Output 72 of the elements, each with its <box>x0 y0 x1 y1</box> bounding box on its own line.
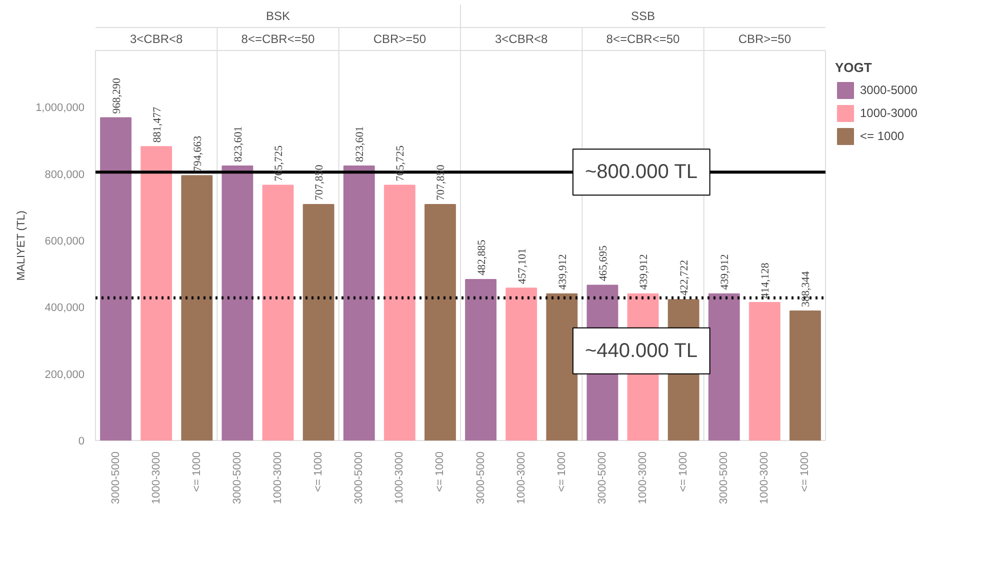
x-tick-label: <= 1000 <box>556 452 568 492</box>
legend-label: <= 1000 <box>860 129 904 143</box>
x-tick-label: 3000-5000 <box>718 451 730 504</box>
x-tick-label: <= 1000 <box>312 452 325 492</box>
ref-line-label: ~800.000 TL <box>584 161 698 184</box>
y-tick-label: 1,000,000 <box>36 102 84 114</box>
data-label: 439,912 <box>638 254 650 290</box>
x-tick-label: 3000-5000 <box>231 451 244 504</box>
data-label: 707,850 <box>435 164 448 201</box>
bar <box>181 175 213 440</box>
y-tick-label: 400,000 <box>44 302 85 314</box>
bar <box>222 165 254 440</box>
text: BSK <box>266 9 290 23</box>
data-label: 707,850 <box>314 164 326 201</box>
bar <box>790 310 821 440</box>
data-label: 765,725 <box>273 145 285 182</box>
legend-label: 1000-3000 <box>860 106 918 120</box>
ref-line-label: ~440.000 TL <box>584 340 698 362</box>
data-label: 422,722 <box>678 260 691 296</box>
bar <box>343 165 375 440</box>
text: 8<=CBR<=50 <box>606 32 680 46</box>
data-label: 823,601 <box>354 126 366 162</box>
data-label: 457,101 <box>516 248 528 284</box>
x-tick-label: 3000-5000 <box>596 451 608 504</box>
bar <box>708 293 740 440</box>
text: CBR>=50 <box>738 32 792 46</box>
x-tick-label: 3000-5000 <box>474 451 487 504</box>
x-tick-label: 1000-3000 <box>150 451 162 504</box>
x-tick-label: 1000-3000 <box>515 451 528 504</box>
bar <box>100 117 132 440</box>
x-tick-label: 1000-3000 <box>394 451 406 504</box>
x-tick-label: <= 1000 <box>799 452 812 492</box>
y-axis-title: MALIYET (TL) <box>16 210 28 281</box>
bar <box>465 279 496 440</box>
text: SSB <box>630 9 656 23</box>
data-label: 823,601 <box>232 126 244 162</box>
bar <box>506 288 538 440</box>
bar <box>748 302 780 440</box>
bar <box>424 204 456 440</box>
text: 3<CBR<8 <box>130 32 184 46</box>
bar <box>262 184 294 440</box>
legend-label: 3000-5000 <box>860 83 918 97</box>
x-tick-label: 1000-3000 <box>758 451 771 504</box>
text: 8<=CBR<=50 <box>241 32 316 46</box>
y-tick-label: 0 <box>78 436 85 448</box>
data-label: 388,344 <box>800 270 812 308</box>
data-label: 439,912 <box>719 254 732 290</box>
x-tick-label: 3000-5000 <box>353 451 366 504</box>
x-tick-label: <= 1000 <box>190 452 203 492</box>
data-label: 482,885 <box>476 239 488 276</box>
bar <box>140 146 172 440</box>
text: CBR>=50 <box>373 32 426 46</box>
data-label: 765,725 <box>394 145 407 182</box>
data-label: 968,290 <box>110 77 123 114</box>
data-label: 881,477 <box>151 106 164 143</box>
y-tick-label: 800,000 <box>44 168 85 181</box>
y-tick-label: 600,000 <box>44 236 85 248</box>
x-tick-label: <= 1000 <box>678 452 690 492</box>
data-label: 414,128 <box>760 262 772 298</box>
data-label: 794,663 <box>192 135 204 172</box>
y-tick-label: 200,000 <box>44 368 85 381</box>
x-tick-label: 3000-5000 <box>110 451 122 504</box>
data-label: 465,695 <box>597 245 610 282</box>
legend-title: YOGT <box>835 60 873 75</box>
x-tick-label: <= 1000 <box>434 452 446 492</box>
bar <box>302 204 334 440</box>
x-tick-label: 1000-3000 <box>272 451 284 504</box>
bar <box>384 184 416 440</box>
bar <box>546 293 578 440</box>
x-tick-label: 1000-3000 <box>637 451 649 504</box>
text: 3<CBR<8 <box>494 32 548 46</box>
data-label: 439,912 <box>556 254 569 290</box>
